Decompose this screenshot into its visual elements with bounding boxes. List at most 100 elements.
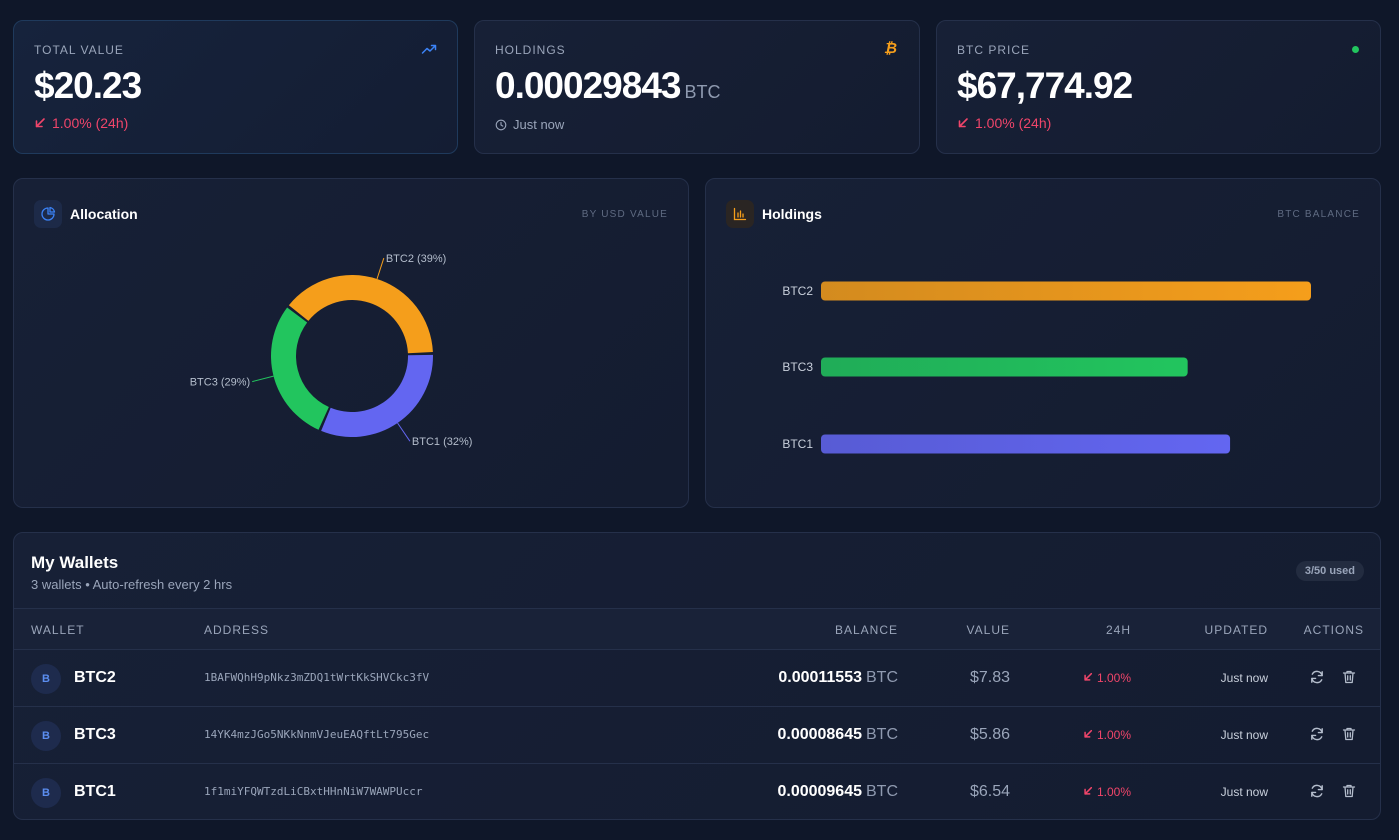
col-wallet: Wallet (31, 623, 85, 637)
col-updated: Updated (1204, 623, 1268, 637)
wallet-name: BTC3 (74, 726, 116, 743)
holdings-updated-text: Just now (513, 117, 565, 132)
holdings-updated: Just now (495, 117, 899, 132)
wallet-balance: 0.00011553 BTC (778, 669, 898, 687)
bar-chart-icon (726, 200, 754, 228)
wallet-balance: 0.00009645 BTC (777, 783, 898, 801)
donut-label-btc1: BTC1 (32%) (412, 436, 473, 448)
col-actions: Actions (1303, 623, 1364, 637)
wallet-updated: Just now (1220, 671, 1268, 685)
donut-slice-btc1[interactable] (321, 354, 434, 437)
holdings-card: Holdings 0.00029843 BTC Just now ₿ (474, 20, 920, 154)
wallet-updated: Just now (1220, 728, 1268, 742)
live-status-dot (1352, 46, 1359, 53)
wallet-name: BTC1 (74, 783, 116, 800)
holdings-panel-title: Holdings (762, 206, 822, 222)
donut-label-btc3: BTC3 (29%) (190, 377, 251, 389)
total-value-change-text: 1.00% (24h) (52, 115, 129, 131)
donut-leader-btc3 (252, 375, 274, 383)
wallet-avatar: B (31, 664, 61, 694)
wallet-24h-change: 1.00% (1083, 728, 1131, 742)
holdings-bar-btc3[interactable] (821, 357, 1188, 377)
wallet-address[interactable]: 1f1miYFQWTzdLiCBxtHHnNiW7WAWPUccr (204, 785, 423, 798)
trash-icon[interactable] (1341, 669, 1357, 690)
allocation-header: Allocation By USD Value (34, 199, 668, 229)
wallet-24h-change: 1.00% (1083, 671, 1131, 685)
holdings-label: Holdings (495, 43, 566, 57)
holdings-bar-chart: BTC2 BTC3 BTC1 (782, 281, 1311, 454)
donut-leader-btc2 (376, 257, 385, 280)
wallet-balance-value: 0.00011553 (778, 669, 862, 686)
btc-price-card: BTC Price $67,774.92 1.00% (24h) (936, 20, 1381, 154)
table-row[interactable]: B BTC1 1f1miYFQWTzdLiCBxtHHnNiW7WAWPUccr 0.… (14, 764, 1380, 819)
trash-icon[interactable] (1341, 726, 1357, 747)
arrow-down-left-icon (1083, 671, 1093, 685)
holdings-bar-label-btc2: BTC2 (782, 284, 813, 298)
btc-price-change-text: 1.00% (24h) (975, 115, 1052, 131)
col-value: Value (966, 623, 1010, 637)
col-balance: Balance (834, 623, 898, 637)
wallet-balance-value: 0.00009645 (777, 783, 862, 800)
wallet-avatar: B (31, 778, 61, 808)
refresh-icon[interactable] (1309, 783, 1325, 804)
wallet-avatar: B (31, 721, 61, 751)
table-row[interactable]: B BTC3 14YK4mzJGo5NKkNnmVJeuEAQftLt795Gec 0… (14, 707, 1380, 764)
wallet-address[interactable]: 14YK4mzJGo5NKkNnmVJeuEAQftLt795Gec (204, 728, 430, 741)
arrow-down-left-icon (1083, 728, 1093, 742)
total-value-change: 1.00% (24h) (34, 115, 437, 131)
trending-up-icon (421, 44, 437, 54)
col-24h: 24H (1105, 623, 1131, 637)
wallet-24h-change-text: 1.00% (1096, 671, 1131, 685)
clock-icon (495, 119, 507, 130)
holdings-bar-label-btc3: BTC3 (782, 360, 813, 374)
arrow-down-left-icon (35, 118, 45, 128)
holdings-bar-btc2[interactable] (821, 281, 1311, 301)
wallet-value: $7.83 (969, 669, 1010, 686)
wallets-title: My Wallets (31, 553, 119, 572)
wallets-subtitle: 3 wallets • Auto-refresh every 2 hrs (31, 577, 233, 592)
holdings-panel-tag: BTC Balance (1277, 208, 1360, 220)
btc-price-label: BTC Price (957, 43, 1031, 57)
holdings-panel: Holdings BTC Balance BTC2 BTC3 BTC1 (705, 178, 1381, 508)
wallet-balance-unit: BTC (866, 669, 898, 686)
allocation-panel: Allocation By USD Value BTC2 (39%) BTC1 (… (13, 178, 689, 508)
btc-price-change: 1.00% (24h) (957, 115, 1360, 131)
holdings-panel-header: Holdings BTC Balance (726, 199, 1360, 229)
wallet-balance: 0.00008645 BTC (777, 726, 898, 744)
wallet-value: $6.54 (969, 783, 1010, 800)
holdings-unit: BTC (684, 82, 721, 102)
wallets-usage-badge: 3/50 used (1295, 561, 1364, 581)
holdings-bar-btc1[interactable] (821, 434, 1231, 454)
wallet-balance-unit: BTC (866, 783, 898, 800)
total-value-amount: $20.23 (34, 65, 142, 106)
arrow-down-left-icon (1083, 785, 1093, 799)
wallet-balance-value: 0.00008645 (777, 726, 862, 743)
donut-leader-btc1 (397, 422, 411, 442)
wallets-panel: My Wallets 3 wallets • Auto-refresh ever… (13, 532, 1381, 820)
table-row[interactable]: B BTC2 1BAFWQhH9pNkz3mZDQ1tWrtKkSHVCkc3fV 0… (14, 650, 1380, 707)
total-value-card: Total Value $20.23 1.00% (24h) (13, 20, 458, 154)
wallet-24h-change: 1.00% (1083, 785, 1131, 799)
wallet-24h-change-text: 1.00% (1096, 728, 1131, 742)
col-address: Address (204, 623, 270, 637)
allocation-tag: By USD Value (581, 208, 668, 220)
arrow-down-left-icon (958, 118, 968, 128)
trash-icon[interactable] (1341, 783, 1357, 804)
donut-slice-btc3[interactable] (271, 307, 329, 430)
allocation-title: Allocation (70, 206, 138, 222)
holdings-amount: 0.00029843 BTC (495, 65, 899, 107)
holdings-bar-label-btc1: BTC1 (782, 437, 813, 451)
wallet-balance-unit: BTC (866, 726, 898, 743)
bitcoin-icon: ₿ (883, 40, 897, 57)
donut-label-btc2: BTC2 (39%) (386, 253, 447, 265)
wallet-name: BTC2 (74, 669, 116, 686)
btc-price-amount: $67,774.92 (957, 65, 1133, 106)
wallet-24h-change-text: 1.00% (1096, 785, 1131, 799)
refresh-icon[interactable] (1309, 669, 1325, 690)
wallet-address[interactable]: 1BAFWQhH9pNkz3mZDQ1tWrtKkSHVCkc3fV (204, 671, 430, 684)
refresh-icon[interactable] (1309, 726, 1325, 747)
allocation-donut-chart: BTC2 (39%) BTC1 (32%) BTC3 (29%) (190, 253, 473, 448)
holdings-amount-value: 0.00029843 (495, 65, 681, 106)
wallet-value: $5.86 (969, 726, 1010, 743)
donut-slice-btc2[interactable] (288, 275, 433, 354)
